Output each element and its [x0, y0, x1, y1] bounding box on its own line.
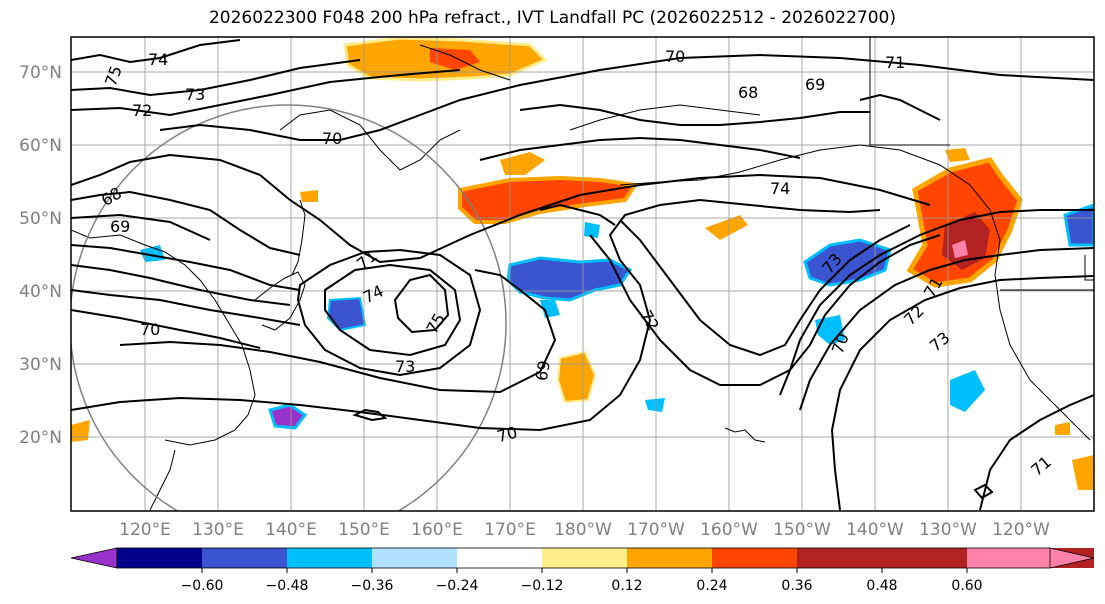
- colorbar-segment: [372, 548, 457, 568]
- lon-label: 160°W: [700, 520, 758, 540]
- pos-patch-west-small: [300, 190, 318, 202]
- colorbar-segment: [882, 548, 967, 568]
- pos-patch-coast-max: [952, 240, 968, 258]
- colorbar-tick-label: 0.36: [781, 578, 812, 594]
- colorbar-segment: [542, 548, 627, 568]
- lon-label: 160°E: [411, 520, 463, 540]
- colorbar-ticks: [201, 568, 968, 573]
- neg-patch-central-pacific: [506, 256, 633, 302]
- neg-patch-west: [268, 403, 308, 430]
- pos-patch-gulf: [945, 148, 970, 162]
- lat-label: 20°N: [19, 428, 62, 448]
- colorbar-segment: [797, 548, 882, 568]
- lon-label: 170°E: [484, 520, 536, 540]
- contour-label: 69: [805, 75, 825, 94]
- pos-patch-coast-core: [942, 212, 990, 270]
- colorbar-segment: [117, 548, 202, 568]
- colorbar-segment: [457, 548, 542, 568]
- colorbar-tick-label: 0.48: [866, 578, 897, 594]
- lat-label: 50°N: [19, 209, 62, 229]
- lat-label: 70°N: [19, 63, 62, 83]
- lon-label: 120°E: [119, 520, 171, 540]
- lon-label: 130°E: [192, 520, 244, 540]
- map-title: 2026022300 F048 200 hPa refract., IVT La…: [208, 8, 896, 28]
- colorbar-tick-label: 0.24: [696, 578, 727, 594]
- colorbar-tick-label: 0.60: [951, 578, 982, 594]
- lon-label: 140°W: [846, 520, 904, 540]
- colorbar-segment: [967, 548, 1050, 568]
- lon-label: 140°E: [265, 520, 317, 540]
- neg-patch-bering: [584, 222, 600, 238]
- colorbar-tick-label: −0.60: [181, 578, 224, 594]
- map-frame: [70, 36, 1095, 512]
- contour-label: 70: [140, 320, 160, 339]
- latitude-labels: 70°N 60°N 50°N 40°N 30°N 20°N: [19, 63, 62, 448]
- pos-patch-aleutian: [458, 175, 639, 224]
- lon-label: 180°W: [554, 520, 612, 540]
- contour-label: 73: [395, 357, 415, 376]
- colorbar-segment: [287, 548, 372, 568]
- contour-label: 72: [132, 101, 152, 120]
- neg-patch-central-pacific-2: [540, 300, 560, 318]
- lat-label: 30°N: [19, 355, 62, 375]
- contour-label: 74: [148, 50, 168, 69]
- pos-patch-pacific-small: [705, 215, 748, 240]
- lon-label: 130°W: [919, 520, 977, 540]
- neg-patch-subtropic-2: [645, 398, 665, 412]
- pos-patch-kamchatka: [500, 152, 545, 175]
- colorbar: −0.60 −0.48 −0.36 −0.24 −0.12 0.12 0.24 …: [70, 547, 1095, 594]
- contour-label: 69: [110, 217, 130, 236]
- lon-label: 120°W: [992, 520, 1050, 540]
- neg-patch-coast: [1063, 203, 1094, 247]
- colorbar-tick-label: −0.36: [351, 578, 394, 594]
- colorbar-segment: [202, 548, 287, 568]
- contour-label: 70: [322, 129, 342, 148]
- colorbar-segment: [627, 548, 712, 568]
- neg-patch-mexico: [950, 370, 985, 412]
- contour-lines: [71, 39, 1094, 511]
- colorbar-tick-label: −0.12: [521, 578, 564, 594]
- colorbar-tick-label: −0.24: [436, 578, 479, 594]
- lat-label: 40°N: [19, 282, 62, 302]
- lat-label: 60°N: [19, 136, 62, 156]
- lon-label: 150°E: [338, 520, 390, 540]
- colorbar-tick-label: −0.48: [266, 578, 309, 594]
- lon-label: 150°W: [773, 520, 831, 540]
- colorbar-segment: [70, 547, 118, 569]
- coastlines: [71, 37, 1094, 511]
- lon-label: 170°W: [627, 520, 685, 540]
- colorbar-outline: [116, 547, 1051, 569]
- contour-label: 71: [885, 53, 905, 72]
- contour-label: 70: [495, 423, 520, 447]
- colorbar-tick-label: 0.12: [611, 578, 642, 594]
- region-circle: [71, 104, 507, 511]
- colorbar-arrow-right: [1050, 548, 1094, 568]
- contour-label: 73: [185, 85, 205, 104]
- map-panel: 74 75 73 72 70 68 69 70 71 68 69 74 71 7…: [71, 37, 1094, 511]
- contour-label: 68: [738, 83, 758, 102]
- contour-label: 69: [532, 359, 554, 382]
- pos-patch-subtropic: [1055, 422, 1070, 435]
- contour-label: 74: [770, 179, 790, 198]
- pos-patch-east: [1072, 455, 1094, 490]
- pos-patch-arctic-core: [430, 48, 480, 70]
- neg-patch-asia: [140, 245, 165, 262]
- shaded-anomaly-patches: [71, 37, 1094, 490]
- longitude-labels: 120°E 130°E 140°E 150°E 160°E 170°E 180°…: [119, 520, 1050, 540]
- colorbar-segment: [712, 548, 797, 568]
- contour-label: 70: [665, 47, 685, 66]
